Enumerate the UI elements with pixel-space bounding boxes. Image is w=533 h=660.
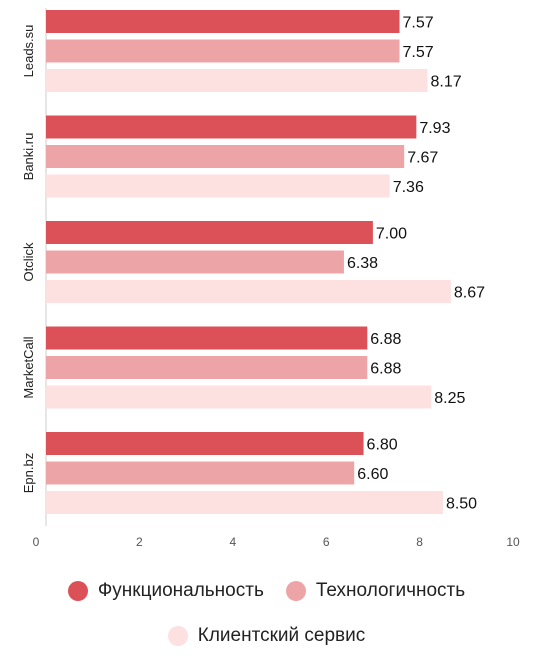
x-tick-label-8: 8 [416,535,423,549]
x-tick-label-4: 4 [229,535,236,549]
bar-otclick-s2 [46,250,344,274]
bar-otclick-s1 [46,221,373,244]
bar-chart: 7.57 7.57 8.17 7.93 7.67 7.36 7.00 6.38 8.67 6.88… [21,8,520,549]
legend-item-technology[interactable]: Технологичность [285,580,466,602]
value-label-otclick-s2: 6.38 [347,255,378,272]
value-label-epn-bz-s1: 6.80 [367,437,398,454]
bar-marketcall-s3 [46,385,432,409]
legend-label-functionality: Функциональность [97,580,264,601]
legend-swatch-client-service [167,626,188,646]
x-tick-label-6: 6 [323,535,330,549]
x-tick-label-10: 10 [506,535,520,549]
bar-banki-ru-s3 [46,174,390,198]
value-label-epn-bz-s3: 8.50 [446,496,477,513]
value-label-banki-ru-s3: 7.36 [393,179,424,196]
bar-leads-su-s2 [46,39,400,63]
value-labels-group: 7.57 7.57 8.17 7.93 7.67 7.36 7.00 6.38 8.67 6.88… [347,15,485,513]
bar-banki-ru-s1 [46,115,417,139]
bar-marketcall-s2 [46,356,368,379]
bar-epn-bz-s1 [46,432,364,455]
legend-swatch-technology [285,581,306,601]
value-label-marketcall-s2: 6.88 [370,361,401,378]
category-label-banki-ru: Banki.ru [21,133,36,181]
legend-item-client-service[interactable]: Клиентский сервис [167,625,366,647]
legend-swatch-functionality [67,581,88,601]
value-label-marketcall-s3: 8.25 [434,390,465,407]
value-label-leads-su-s3: 8.17 [431,74,462,91]
value-label-marketcall-s1: 6.88 [370,331,401,348]
category-label-marketcall: MarketCall [21,336,36,398]
value-label-otclick-s1: 7.00 [376,226,407,243]
value-label-leads-su-s1: 7.57 [403,15,434,32]
bar-banki-ru-s2 [46,145,405,168]
bar-epn-bz-s3 [46,491,443,514]
legend: Функциональность Технологичность Клиентс… [0,572,533,660]
value-label-banki-ru-s2: 7.67 [407,150,438,167]
bar-leads-su-s1 [46,10,400,33]
bars-group [46,10,451,514]
category-label-otclick: Otclick [21,242,36,282]
bar-leads-su-s3 [46,69,428,92]
bar-otclick-s3 [46,280,451,303]
legend-item-functionality[interactable]: Функциональность [67,580,264,602]
x-tick-label-2: 2 [136,535,143,549]
x-axis-ticks-group: 0 2 4 6 8 10 [33,535,520,549]
legend-label-client-service: Клиентский сервис [197,625,366,646]
category-label-leads-su: Leads.su [21,25,36,78]
value-label-otclick-s3: 8.67 [454,285,485,302]
value-label-banki-ru-s1: 7.93 [419,120,450,137]
bar-marketcall-s1 [46,326,368,350]
category-label-epn-bz: Epn.bz [21,453,36,493]
bar-epn-bz-s2 [46,461,355,485]
x-tick-label-0: 0 [33,535,40,549]
category-labels-group: Leads.su Banki.ru Otclick MarketCall Epn.bz [21,25,36,494]
value-label-leads-su-s2: 7.57 [403,44,434,61]
legend-label-technology: Технологичность [315,580,466,601]
value-label-epn-bz-s2: 6.60 [357,466,388,483]
